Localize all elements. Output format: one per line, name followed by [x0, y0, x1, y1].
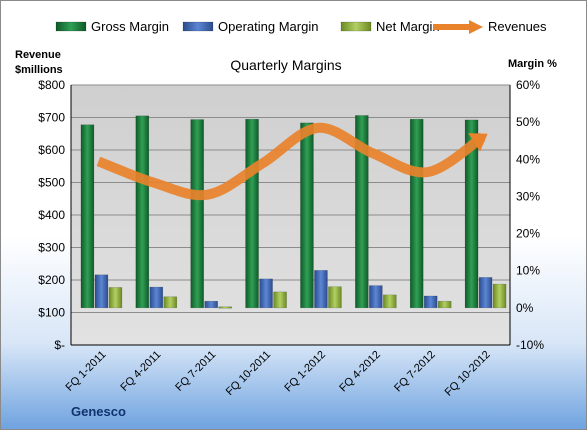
category-label: FQ 7-2011 [173, 349, 218, 394]
category-label: FQ 4-2012 [337, 349, 383, 395]
right-tick-label: 0% [516, 301, 534, 315]
gross-margin-bar [80, 124, 95, 309]
left-tick-label: $500 [38, 176, 65, 190]
category-label: FQ 1-2011 [63, 349, 108, 394]
operating-margin-bar [204, 300, 218, 309]
operating-margin-bar [314, 270, 328, 309]
net-margin-bar [492, 283, 507, 309]
operating-margin-bar [94, 274, 109, 309]
right-axis-title: Margin % [508, 58, 557, 70]
operating-margin-bar [149, 286, 164, 309]
net-margin-bar [163, 296, 178, 309]
operating-margin-bar [259, 278, 273, 309]
right-tick-label: 10% [516, 264, 540, 278]
category-label: FQ 1-2012 [282, 349, 328, 395]
gross-margin-bar [300, 122, 314, 309]
net-margin-bar [273, 291, 287, 309]
legend-label: Operating Margin [218, 19, 318, 34]
gross-margin-bar [355, 115, 369, 309]
legend-label: Revenues [488, 19, 547, 34]
right-tick-label: 50% [516, 115, 540, 129]
plot-area: $- $100 $200 $300 $400 $500 $600 $700 $800 -10% 0%… [38, 78, 544, 399]
gross-margin-bar [245, 118, 259, 309]
category-label: FQ 10-2012 [443, 349, 493, 399]
legend-swatch [182, 21, 214, 32]
revenues-line [96, 122, 486, 201]
legend-label: Net Margin [376, 19, 440, 34]
legend-swatch-arrow [469, 20, 483, 34]
right-tick-label: 30% [516, 189, 540, 203]
legend-swatch [340, 21, 372, 32]
left-tick-label: $- [54, 338, 65, 352]
legend: Gross Margin Operating Margin Net Margin Re… [55, 19, 547, 34]
right-tick-label: 60% [516, 78, 540, 92]
net-margin-bar [383, 294, 397, 309]
category-label: FQ 10-2011 [224, 349, 273, 398]
left-tick-label: $600 [38, 143, 65, 157]
net-margin-bar [108, 287, 123, 309]
left-tick-label: $400 [38, 208, 65, 222]
net-margin-bar [437, 300, 452, 309]
operating-margin-bar [478, 277, 493, 309]
category-label: FQ 4-2011 [118, 349, 163, 394]
operating-margin-bar [369, 285, 383, 309]
net-margin-bar [218, 306, 232, 309]
operating-margin-bar [423, 295, 438, 309]
right-tick-label: 40% [516, 152, 540, 166]
gross-margin-bar [409, 118, 424, 309]
left-axis-title: Revenue $millions [15, 49, 63, 76]
revenues-arrowhead [468, 133, 488, 152]
gross-margin-bar [190, 119, 204, 309]
net-margin-bar [328, 286, 342, 309]
left-tick-label: $800 [38, 78, 65, 92]
left-tick-label: $100 [38, 306, 65, 320]
gross-margin-bar [135, 115, 150, 309]
chart-title: Quarterly Margins [230, 57, 341, 73]
gross-margin-bar [464, 119, 479, 309]
right-tick-label: -10% [516, 338, 544, 352]
category-label: FQ 7-2012 [392, 349, 438, 395]
company-name: Genesco [71, 404, 126, 419]
left-tick-label: $300 [38, 241, 65, 255]
legend-swatch [55, 21, 87, 32]
legend-label: Gross Margin [91, 19, 169, 34]
left-tick-label: $200 [38, 273, 65, 287]
right-tick-label: 20% [516, 227, 540, 241]
left-tick-label: $700 [38, 111, 65, 125]
